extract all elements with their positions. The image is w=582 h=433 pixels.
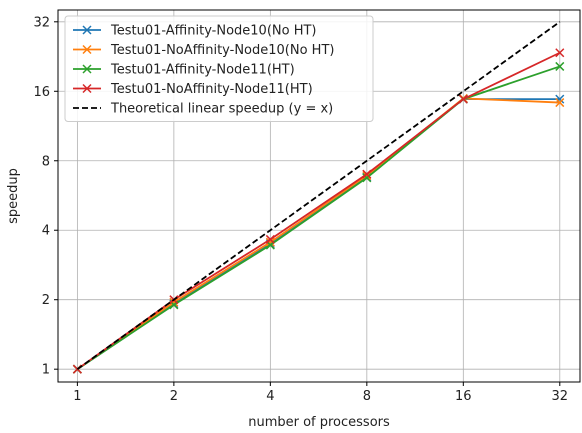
- legend-swatch-marker: [82, 25, 92, 35]
- y-tick-label: 16: [33, 85, 50, 100]
- x-tick-label: 2: [170, 389, 178, 404]
- x-tick-label: 4: [266, 389, 274, 404]
- data-point-marker: [362, 169, 372, 179]
- x-tick-label: 8: [363, 389, 371, 404]
- series-line: [76, 97, 560, 370]
- series-0: [72, 94, 565, 374]
- axis-ticks: 1 2 4 8 16 32 1 2 4 8 16 32: [33, 15, 568, 404]
- data-point-marker: [555, 98, 565, 108]
- legend-entry-label: Testu01-Affinity-Node11(HT): [110, 63, 295, 78]
- x-tick-label: 32: [552, 389, 569, 404]
- data-point-marker: [458, 94, 468, 104]
- y-tick-label: 1: [42, 363, 50, 378]
- data-point-marker: [265, 237, 275, 247]
- x-tick-label: 1: [73, 389, 81, 404]
- axes-frame: [57, 9, 581, 383]
- x-tick-label: 16: [455, 389, 472, 404]
- legend-entry-label: Testu01-NoAffinity-Node10(No HT): [110, 43, 334, 58]
- data-point-marker: [265, 234, 275, 244]
- y-tick-label: 2: [42, 293, 50, 308]
- legend-entry-label: Theoretical linear speedup (y = x): [110, 102, 333, 117]
- legend-entry-label: Testu01-Affinity-Node10(No HT): [110, 24, 317, 39]
- series-line: [76, 65, 561, 370]
- legend-entry-label: Testu01-NoAffinity-Node11(HT): [110, 82, 313, 97]
- legend-box: [64, 15, 374, 122]
- data-point-marker: [169, 297, 179, 307]
- legend: Testu01-Affinity-Node10(No HT) Testu01-No…: [64, 15, 374, 122]
- legend-swatch-marker: [82, 44, 92, 55]
- series-1: [72, 93, 565, 374]
- data-point-marker: [555, 61, 565, 71]
- legend-swatch-marker: [82, 83, 92, 94]
- series-4: [76, 21, 561, 370]
- series-line: [76, 98, 560, 370]
- series-line: [76, 21, 561, 370]
- y-tick-label: 8: [42, 154, 50, 169]
- plot-area: [72, 21, 565, 374]
- data-point-marker: [555, 48, 565, 58]
- y-tick-label: 32: [33, 15, 50, 30]
- y-tick-label: 4: [42, 224, 50, 239]
- y-axis-label: speedup: [6, 168, 21, 224]
- x-axis-label: number of processors: [248, 415, 390, 430]
- legend-swatch-marker: [82, 64, 92, 74]
